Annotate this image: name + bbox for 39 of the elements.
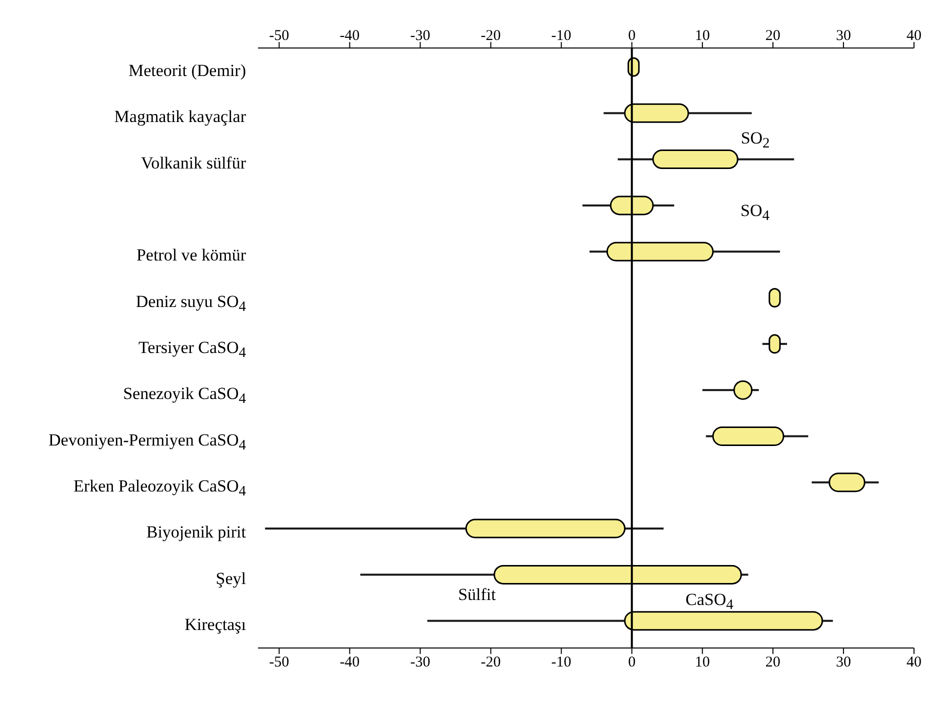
y-tick-label: Devoniyen-Permiyen CaSO$_{4}$ — [48, 430, 246, 454]
x2-tick-label: 40 — [906, 654, 922, 671]
y-tick-label: Biyojenik pirit — [146, 522, 246, 542]
annotation: Sülfit — [458, 585, 496, 604]
y-tick-label: Volkanik sülfür — [141, 153, 246, 172]
x-tick-label: -30 — [410, 28, 430, 44]
y-tick-label: Petrol ve kömür — [136, 246, 246, 265]
x2-tick-label: -50 — [269, 654, 290, 671]
x2-tick-label: 10 — [694, 654, 710, 671]
x2-tick-label: 20 — [765, 654, 780, 671]
y-tick-label: Senezoyik CaSO$_{4}$ — [123, 384, 246, 408]
x2-tick-label: 30 — [836, 654, 851, 671]
x2-tick-label: -30 — [410, 654, 430, 671]
x2-tick-label: -10 — [551, 654, 572, 671]
x-tick-label: 20 — [765, 28, 780, 44]
x-tick-label: -50 — [269, 28, 290, 44]
x2-tick-label: -40 — [340, 654, 360, 671]
annotation: SO$_{2}$ — [740, 128, 770, 152]
y-tick-label: Kireçtaşı — [184, 614, 246, 634]
y-tick-label: Tersiyer CaSO$_{4}$ — [138, 338, 246, 362]
x-tick-label: -10 — [551, 28, 572, 44]
x-tick-label: 10 — [694, 28, 710, 44]
y-tick-label: Magmatik kayaçlar — [114, 107, 246, 126]
x-tick-label: 30 — [836, 28, 851, 44]
x-tick-label: -20 — [480, 28, 501, 44]
annotation: SO$_{4}$ — [740, 201, 770, 224]
y-tick-label: Meteorit (Demir) — [128, 61, 246, 80]
x2-tick-label: -20 — [480, 654, 501, 671]
y-tick-label: Deniz suyu SO$_{4}$ — [136, 292, 246, 316]
bar — [465, 518, 626, 538]
y-tick-label: Şeyl — [216, 568, 246, 588]
bar — [652, 150, 738, 170]
bar — [712, 426, 784, 446]
x-tick-label: 0 — [628, 28, 636, 44]
x-tick-label: -40 — [340, 28, 360, 44]
y-tick-label: Erken Paleozoyik CaSO$_{4}$ — [74, 476, 246, 500]
annotation: CaSO$_{4}$ — [686, 590, 734, 614]
x-tick-label: 40 — [906, 28, 922, 44]
x2-tick-label: 0 — [628, 654, 636, 671]
